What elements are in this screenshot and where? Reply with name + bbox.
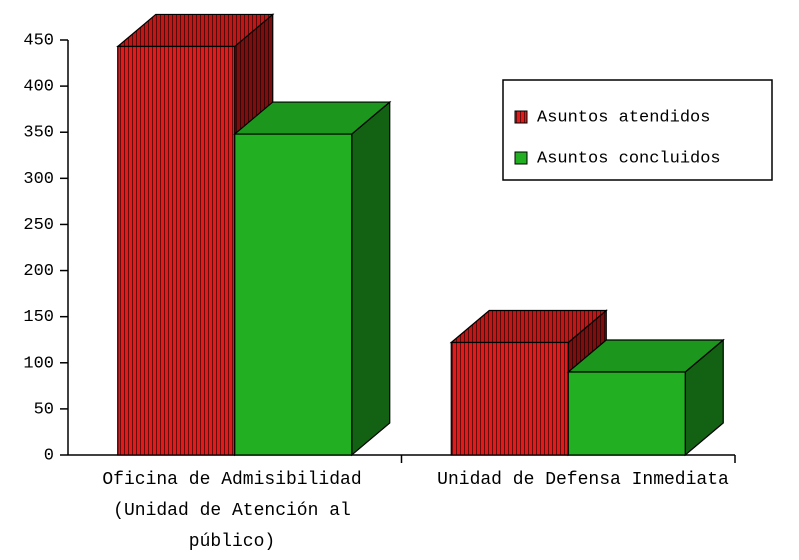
bar-front <box>234 133 353 456</box>
y-tick-label: 150 <box>23 308 54 327</box>
bar-front <box>117 45 236 456</box>
bar-front <box>450 341 569 456</box>
legend-swatch <box>514 110 528 124</box>
y-tick-label: 100 <box>23 354 54 373</box>
y-tick-label: 350 <box>23 124 54 143</box>
bar <box>233 100 392 457</box>
bar <box>449 309 608 457</box>
legend-label: Asuntos atendidos <box>537 108 710 127</box>
y-tick-label: 200 <box>23 262 54 281</box>
y-tick-label: 450 <box>23 31 54 50</box>
legend-box <box>502 79 773 181</box>
y-tick-label: 400 <box>23 78 54 97</box>
bar <box>566 338 725 457</box>
legend-label: Asuntos concluidos <box>537 149 721 168</box>
x-tick-label: Unidad de Defensa Inmediata <box>437 470 729 490</box>
y-tick-label: 50 <box>34 400 54 419</box>
y-tick-label: 0 <box>44 446 54 465</box>
x-tick-label: Oficina de Admisibilidad (Unidad de Aten… <box>102 470 362 552</box>
y-tick-label: 300 <box>23 170 54 189</box>
bar-front <box>567 371 686 456</box>
y-tick-label: 250 <box>23 216 54 235</box>
bar-side <box>351 100 391 457</box>
legend-swatch <box>514 151 528 165</box>
